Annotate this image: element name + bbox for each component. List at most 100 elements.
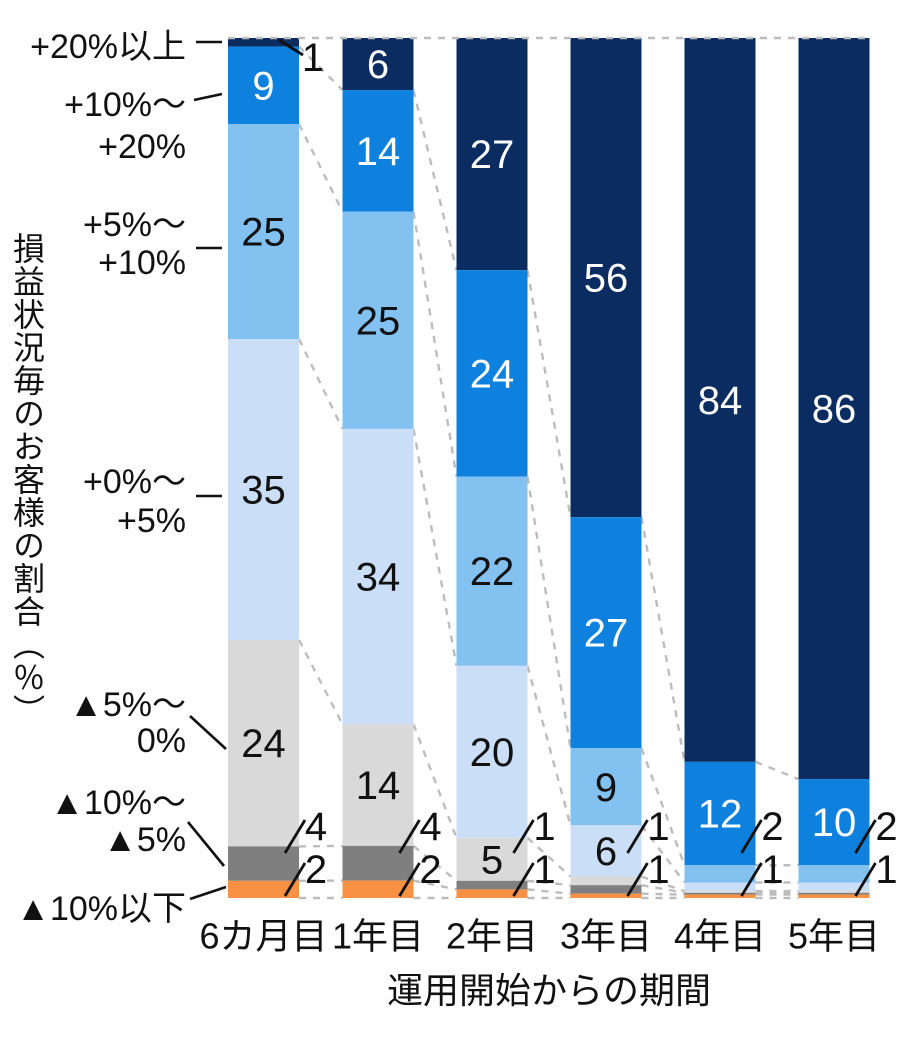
segment-value-label: 25 [241,211,286,255]
y-range-label: +10% [98,244,186,282]
annotation-leader [278,38,304,57]
y-axis-title: 損益状況毎のお客様の割合（％） [9,232,45,727]
segment-value-label: 5 [481,838,503,882]
segment-value-label: 9 [595,766,617,810]
bar-segment [570,893,642,898]
bar-segment [456,38,528,271]
connector-line [640,747,686,866]
segment-value-label: 12 [698,793,743,837]
segment-value-label: 84 [698,379,743,423]
bar-segment [342,90,414,212]
bar-segment [684,882,756,892]
annotation-leader [626,819,649,854]
x-tick-label: 2年目 [446,916,538,957]
segment-value-label: 34 [356,556,401,600]
annotation-leader [398,819,421,854]
bar-segment [570,517,642,749]
annotation-leader [854,819,877,854]
connector-line [526,836,572,878]
segment-value-label: 27 [470,133,515,177]
segment-value-label: 6 [367,43,389,87]
bar-segment [684,892,756,895]
annotation-value: 4 [419,805,441,849]
segment-value-label: 6 [595,830,617,874]
annotation-value: 1 [875,848,897,892]
y-range-label: ▲10%〜 [50,784,186,822]
segment-value-label: 35 [241,469,286,513]
x-tick-label: 4年目 [674,916,766,957]
x-tick-label: 3年目 [560,916,652,957]
annotation-leader [283,862,307,897]
bar-segment [228,846,299,881]
segment-value-label: 10 [812,801,857,845]
y-range-label: ▲5% [103,821,186,859]
annotation-value: 1 [647,848,669,892]
bar-segment [570,748,642,826]
annotation-value: 2 [875,805,897,849]
annotation-value: 2 [305,848,327,892]
bar-segment [684,891,756,893]
bar-segment [342,724,414,846]
connector-line [412,89,458,271]
bar-segment [228,880,299,898]
x-tick-label: 6カ月目 [199,916,327,957]
connector-line [297,639,344,725]
x-tick-label: 1年目 [332,916,424,957]
annotation-leader [740,819,763,854]
segment-value-label: 14 [356,764,401,808]
annotation-value: 2 [761,805,783,849]
connector-line [526,476,572,749]
connector-line [640,824,686,884]
connector-line [412,844,458,882]
connector-line [298,45,344,91]
connector-line [297,338,344,430]
bar-segment [342,428,414,725]
bar-segment [228,124,299,339]
bar-segment [456,476,528,666]
bar-segment [456,837,528,881]
bar-segment [570,885,642,894]
segment-value-label: 24 [470,352,515,396]
bar-segment [342,38,414,91]
annotation-leader [854,862,877,897]
y-range-label: +5%〜 [83,206,186,244]
connector-line [297,123,344,213]
bar-segment [684,894,756,898]
y-range-label: +0%〜 [83,463,186,501]
annotation-leader [626,862,649,897]
bar-segment [456,270,528,477]
bar-segment [684,865,756,883]
connector-line [641,892,685,896]
y-range-label: +20%以上 [30,28,186,66]
y-range-label: ▲10%以下 [16,890,186,928]
bar-segment [342,211,414,429]
y-range-label: +5% [117,502,186,540]
annotation-leader [740,862,763,897]
y-label-tick [186,821,226,867]
connector-line [412,428,458,667]
connector-line [640,516,686,763]
connector-line [526,269,572,518]
annotation-value: 1 [533,848,555,892]
bar-segment [342,845,414,881]
bar-segment [456,889,528,898]
annotation-value: 1 [647,805,669,849]
bar-segment [456,880,528,890]
segment-value-label: 25 [356,299,401,343]
bar-segment [228,339,299,640]
bar-segment [342,880,414,898]
annotation-leader [398,862,421,897]
annotation-leader [512,862,535,897]
y-label-tick [189,715,227,750]
x-tick-label: 5年目 [788,916,880,957]
segment-value-label: 86 [812,388,857,432]
bar-segment [570,38,642,518]
y-range-label: 0% [137,722,186,760]
segment-value-label: 56 [584,257,629,301]
bar-segment [798,894,870,898]
bar-segment [570,876,642,886]
bar-segment [228,38,299,47]
y-range-label: +20% [98,128,186,166]
connector-line [755,760,799,781]
